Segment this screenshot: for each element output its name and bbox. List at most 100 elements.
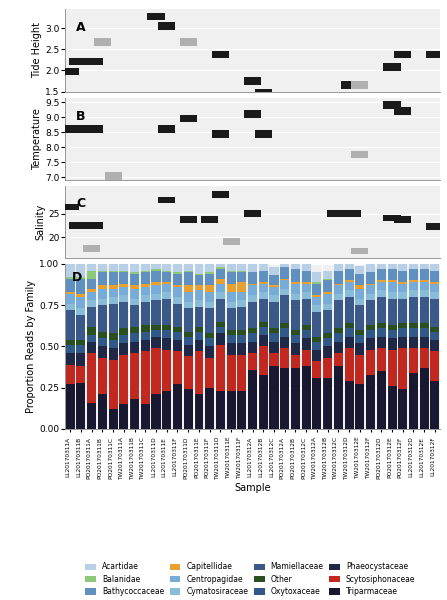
Bar — [312, 337, 321, 341]
Bar — [312, 284, 321, 295]
Bar — [280, 280, 289, 289]
Bar — [194, 340, 203, 352]
Bar — [291, 343, 300, 355]
Bar — [302, 350, 311, 366]
Bar — [355, 274, 364, 286]
Bar — [355, 343, 364, 355]
Bar — [205, 308, 214, 333]
Bar — [87, 264, 96, 271]
Bar — [227, 264, 236, 271]
Bar — [205, 274, 214, 286]
Bar — [312, 282, 321, 284]
Bar — [409, 337, 418, 348]
Bar — [162, 264, 171, 271]
Bar — [398, 292, 407, 299]
Bar — [76, 353, 85, 366]
Bar — [87, 300, 96, 307]
Bar — [119, 328, 128, 335]
Bar — [194, 326, 203, 332]
Bar — [345, 269, 354, 280]
Bar — [194, 290, 203, 300]
Bar — [259, 374, 268, 429]
Bar — [280, 323, 289, 328]
Bar — [323, 358, 332, 378]
Bar — [227, 355, 236, 391]
Bar — [237, 292, 246, 300]
Bar — [173, 332, 182, 340]
Bar — [334, 284, 343, 286]
Bar — [194, 352, 203, 394]
Bar — [270, 267, 278, 275]
Bar — [430, 340, 439, 352]
Bar — [430, 332, 439, 340]
Bar — [109, 409, 118, 429]
Bar — [280, 289, 289, 295]
Bar — [109, 286, 118, 289]
Bar — [216, 279, 225, 284]
Bar — [184, 292, 193, 302]
Text: B: B — [76, 110, 85, 123]
Bar — [162, 272, 171, 282]
Bar — [87, 335, 96, 341]
Bar — [76, 308, 85, 315]
Bar — [377, 323, 386, 328]
Bar — [194, 307, 203, 326]
Bar — [388, 262, 396, 269]
Bar — [152, 282, 160, 286]
Bar — [302, 366, 311, 429]
Bar — [366, 325, 375, 330]
Bar — [366, 286, 375, 293]
Bar — [280, 295, 289, 323]
Bar — [355, 330, 364, 335]
Bar — [130, 299, 139, 305]
Bar — [130, 272, 139, 274]
Bar — [259, 322, 268, 326]
Bar — [237, 272, 246, 282]
Bar — [334, 341, 343, 353]
Bar — [248, 264, 257, 272]
Bar — [334, 366, 343, 429]
Bar — [270, 286, 278, 287]
Bar — [130, 305, 139, 326]
Bar — [355, 355, 364, 385]
Bar — [398, 328, 407, 337]
Bar — [216, 345, 225, 391]
Bar — [216, 333, 225, 345]
Bar — [377, 371, 386, 429]
Bar — [184, 271, 193, 272]
Bar — [420, 297, 429, 323]
Bar — [237, 391, 246, 429]
Bar — [259, 282, 268, 284]
Bar — [205, 338, 214, 346]
Bar — [98, 299, 107, 305]
Bar — [248, 353, 257, 370]
Bar — [302, 325, 311, 330]
Bar — [420, 262, 429, 269]
Bar — [377, 282, 386, 290]
Bar — [270, 333, 278, 341]
Bar — [280, 260, 289, 267]
Bar — [66, 279, 75, 292]
Bar — [76, 279, 85, 293]
Bar — [237, 282, 246, 292]
Bar — [173, 297, 182, 304]
Bar — [87, 289, 96, 292]
Bar — [409, 328, 418, 337]
Bar — [227, 272, 236, 284]
Bar — [162, 391, 171, 429]
Bar — [141, 271, 150, 272]
Bar — [87, 353, 96, 403]
Bar — [76, 366, 85, 383]
Bar — [173, 385, 182, 429]
Bar — [66, 353, 75, 365]
Bar — [302, 299, 311, 325]
Bar — [205, 358, 214, 388]
Bar — [109, 359, 118, 409]
Bar — [216, 322, 225, 326]
Bar — [248, 341, 257, 353]
Bar — [87, 307, 96, 326]
Bar — [388, 386, 396, 429]
Bar — [119, 355, 128, 404]
Bar — [388, 338, 396, 350]
Bar — [323, 293, 332, 304]
